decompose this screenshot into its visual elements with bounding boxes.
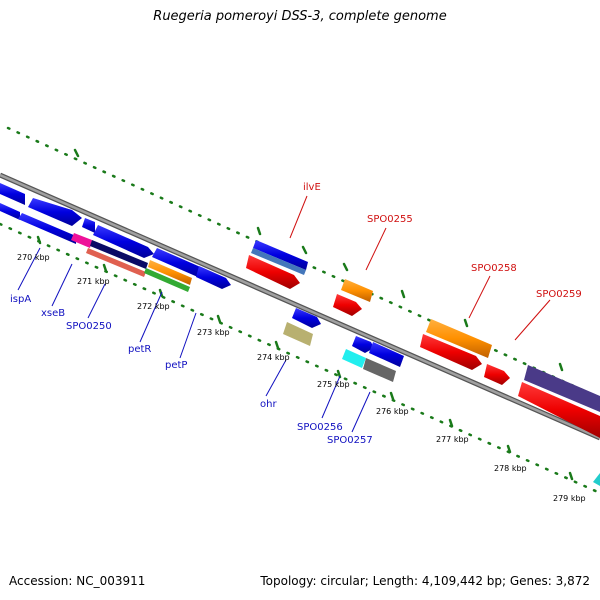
ruler-tick (274, 340, 280, 350)
gene-forward (90, 240, 148, 269)
major-tick (256, 226, 262, 236)
major-tick (73, 148, 80, 158)
tick-label: 274 kbp (257, 353, 290, 362)
tick-label: 278 kbp (494, 464, 527, 473)
genome-summary-text: Topology: circular; Length: 4,109,442 bp… (260, 574, 590, 588)
ruler-tick (102, 263, 108, 273)
ruler-labels: 270 kbp 271 kbp 272 kbp 273 kbp 274 kbp … (17, 253, 586, 503)
gene-reverse (363, 358, 396, 382)
gene-forward (246, 255, 300, 289)
gene-label-spo0259: SPO0259 (536, 289, 582, 300)
tick-label: 271 kbp (77, 277, 110, 286)
gene-label-spo0256: SPO0256 (297, 422, 343, 433)
ruler-tick (158, 288, 164, 298)
gene-forward (426, 319, 492, 358)
gene-reverse (283, 322, 313, 346)
gene-label-spo0258: SPO0258 (471, 263, 517, 274)
gene-label-ispa: ispA (10, 294, 31, 305)
gene-label-spo0255: SPO0255 (367, 214, 413, 225)
gene-forward (93, 225, 154, 258)
gene-label-petr: petR (128, 344, 151, 355)
major-tick (400, 289, 406, 299)
bottom-callouts (17, 247, 371, 433)
gene-forward (71, 233, 92, 248)
gene-forward (82, 218, 95, 233)
gene-forward (420, 334, 482, 370)
ruler-tick (448, 418, 454, 428)
gene-label-petp: petP (165, 360, 187, 371)
tick-label: 276 kbp (376, 407, 409, 416)
gene-reverse (369, 342, 404, 367)
gene-forward (251, 248, 306, 275)
ruler-tick (506, 444, 512, 454)
inner-ruler-track (0, 222, 600, 495)
gene-forward (18, 213, 76, 244)
genome-backbone (0, 172, 600, 441)
gene-features (0, 183, 600, 486)
gene-reverse (342, 349, 366, 368)
gene-forward (0, 203, 20, 220)
tick-label: 270 kbp (17, 253, 50, 262)
map-title: Ruegeria pomeroyi DSS-3, complete genome (153, 9, 447, 24)
major-tick (301, 245, 308, 255)
ruler-tick (389, 391, 395, 401)
gene-label-ilve: ilvE (303, 182, 321, 193)
gene-forward (152, 248, 210, 278)
top-gene-labels: ilvE SPO0255 SPO0258 SPO0259 (303, 182, 582, 300)
accession-text: Accession: NC_003911 (9, 574, 146, 588)
tick-label: 275 kbp (317, 380, 350, 389)
tick-label: 272 kbp (137, 302, 170, 311)
gene-forward (196, 266, 231, 289)
gene-forward (518, 382, 600, 438)
ruler-tick (568, 471, 574, 481)
tick-label: 273 kbp (197, 328, 230, 337)
gene-label-ohr: ohr (260, 399, 277, 410)
gene-reverse (292, 308, 321, 328)
bottom-gene-labels: ispA xseB SPO0250 petR petP ohr SPO0256 … (10, 294, 373, 446)
gene-forward (148, 260, 192, 285)
major-tick (342, 262, 349, 272)
major-tick (463, 318, 469, 328)
top-callouts (289, 195, 551, 341)
tick-label: 277 kbp (436, 435, 469, 444)
gene-label-spo0257: SPO0257 (327, 435, 373, 446)
gene-forward (28, 198, 82, 226)
gene-forward (341, 279, 373, 302)
gene-label-spo0250: SPO0250 (66, 321, 112, 332)
gene-forward (144, 268, 190, 292)
gene-forward (333, 294, 362, 316)
major-tick (558, 362, 564, 372)
gene-forward (253, 240, 308, 270)
gene-reverse (593, 473, 600, 486)
ruler-tick (36, 235, 42, 245)
gene-forward (86, 248, 146, 277)
gene-forward (0, 183, 25, 205)
tick-label: 279 kbp (553, 494, 586, 503)
ruler-tick (216, 314, 222, 324)
gene-label-xseb: xseB (41, 308, 65, 319)
gene-reverse (352, 336, 374, 353)
gene-forward (484, 364, 510, 385)
gene-forward (524, 365, 600, 412)
